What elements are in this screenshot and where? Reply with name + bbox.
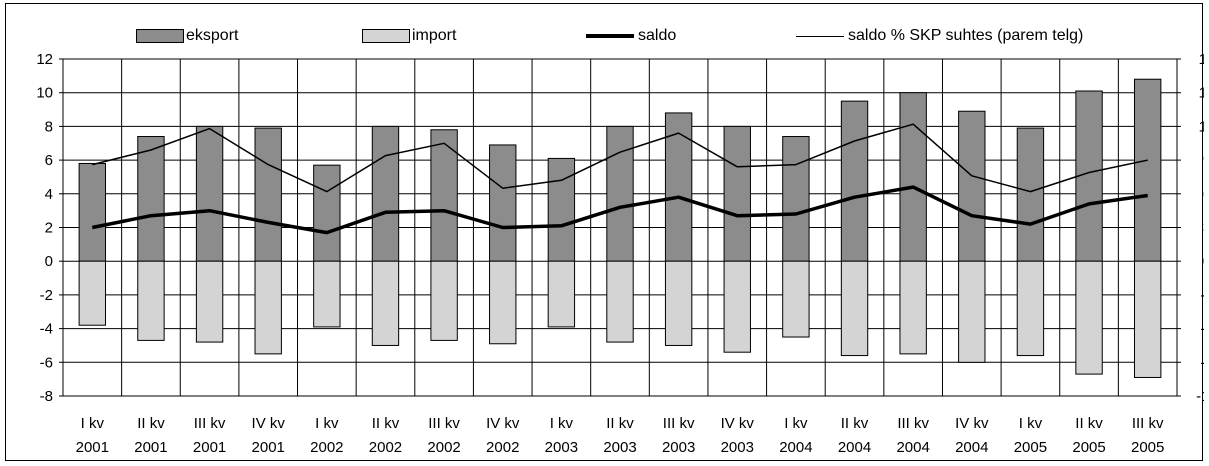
x-tick-label: III kv 2005 (1131, 415, 1164, 456)
bar-import (664, 260, 693, 346)
left-tick-label: 0 (45, 253, 53, 270)
line-series-2 (91, 185, 1148, 235)
x-tick-label: III kv 2004 (896, 415, 929, 456)
bar-import (1075, 260, 1103, 375)
x-tick-label: IV kv 2004 (955, 415, 989, 456)
right-tick-label: 9 (1203, 152, 1204, 169)
x-tick-label: III kv 2001 (193, 415, 226, 456)
bar-import (958, 260, 986, 363)
x-tick-label: I kv 2001 (76, 415, 109, 456)
bar-eksport (430, 129, 458, 262)
left-tick-label: -6 (40, 354, 53, 371)
bar-eksport (489, 144, 517, 262)
left-tick-label: 6 (45, 152, 53, 169)
left-tick-label: 10 (36, 85, 53, 102)
legend-saldo-gdp: saldo % SKP suhtes (parem telg) (796, 26, 1083, 46)
bar-eksport (606, 125, 634, 262)
x-tick-label: I kv 2004 (779, 415, 812, 456)
bar-import (547, 260, 576, 328)
legend-saldo: saldo (586, 26, 676, 46)
left-tick-label: 12 (36, 51, 53, 68)
bar-eksport (313, 164, 341, 262)
bar-import (371, 260, 400, 346)
bar-import (782, 260, 810, 338)
right-tick-label: 15 (1199, 85, 1204, 102)
right-tick-label: 6 (1203, 186, 1204, 203)
right-tick-label: -9 (1200, 354, 1204, 371)
right-tick-label: 12 (1199, 118, 1204, 135)
x-tick-label: III kv 2003 (662, 415, 695, 456)
bar-import (195, 260, 224, 343)
x-tick-label: IV kv 2003 (721, 415, 755, 456)
legend-saldo-gdp-label: saldo % SKP suhtes (parem telg) (848, 27, 1084, 44)
chart-frame: eksport import saldo saldo % SKP suhtes … (5, 3, 1204, 461)
right-tick-label: -6 (1200, 321, 1204, 338)
x-tick-label: III kv 2002 (427, 415, 460, 456)
left-tick-label: 8 (45, 118, 53, 135)
bar-eksport (899, 92, 927, 262)
bar-import (430, 260, 458, 341)
x-tick-label: II kv 2003 (603, 415, 636, 456)
right-tick-label: 18 (1199, 51, 1204, 68)
bar-eksport (723, 125, 751, 262)
x-tick-label: IV kv 2001 (252, 415, 286, 456)
legend-saldo-label: saldo (638, 27, 677, 44)
bar-eksport (547, 157, 576, 262)
x-tick-label: II kv 2005 (1072, 415, 1105, 456)
x-tick-label: I kv 2002 (310, 415, 343, 456)
bar-import (313, 260, 341, 328)
bar-eksport (195, 125, 224, 262)
x-tick-label: II kv 2002 (369, 415, 402, 456)
x-tick-label: I kv 2003 (545, 415, 578, 456)
bar-eksport (254, 127, 282, 262)
x-tick-label: II kv 2001 (134, 415, 167, 456)
legend-import: import (362, 26, 456, 46)
bar-eksport (1133, 78, 1162, 262)
line-series-3 (92, 123, 1148, 193)
bar-import (723, 260, 751, 353)
x-tick-label: IV kv 2002 (486, 415, 520, 456)
right-tick-label: -3 (1200, 287, 1204, 304)
bar-eksport (840, 100, 869, 262)
bar-eksport (1016, 127, 1045, 262)
legend-eksport: eksport (136, 26, 238, 46)
x-tick-label: II kv 2004 (838, 415, 871, 456)
bar-import (137, 260, 165, 341)
bar-eksport (958, 110, 986, 262)
chart-plot: 12 10 8 6 4 2 0 -2 -4 -6 -8 18 15 12 9 6 3 0 -3 -6 -9 -12 I kv… (36, 51, 1204, 456)
legend-import-swatch (362, 29, 410, 43)
bar-eksport (664, 112, 693, 262)
legend-eksport-label: eksport (186, 27, 239, 44)
bar-import (840, 260, 869, 357)
bar-import (1016, 260, 1045, 357)
bar-eksport (371, 125, 400, 262)
left-tick-label: -8 (40, 388, 53, 405)
left-tick-label: 4 (45, 186, 53, 203)
legend-import-label: import (412, 27, 457, 44)
bar-import (78, 260, 107, 326)
bar-import (606, 260, 634, 343)
left-tick-label: -2 (40, 287, 53, 304)
bar-import (1133, 260, 1162, 378)
bar-eksport (782, 136, 810, 262)
legend-saldo-gdp-swatch (796, 35, 844, 37)
bar-import (254, 260, 282, 355)
legend-eksport-swatch (136, 29, 184, 43)
bar-import (899, 260, 927, 355)
bar-eksport (137, 136, 165, 262)
legend-saldo-swatch (586, 34, 634, 38)
left-tick-label: 2 (45, 220, 53, 237)
right-tick-label: -12 (1196, 388, 1204, 405)
right-tick-label: 3 (1203, 220, 1204, 237)
x-tick-label: I kv 2005 (1014, 415, 1047, 456)
left-tick-label: -4 (40, 321, 53, 338)
bar-eksport (78, 162, 107, 262)
bar-import (489, 260, 517, 345)
right-tick-label: 0 (1203, 253, 1204, 270)
